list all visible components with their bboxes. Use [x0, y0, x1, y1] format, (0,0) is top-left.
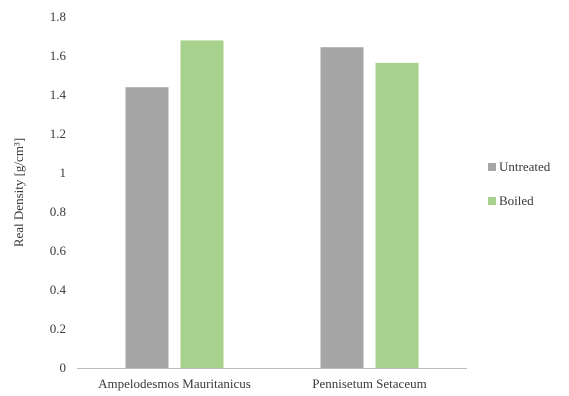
- x-category-label: Ampelodesmos Mauritanicus: [98, 376, 251, 391]
- y-tick-label: 0.4: [50, 282, 67, 297]
- legend-swatch-untreated: [488, 163, 496, 171]
- y-tick-label: 0.2: [50, 321, 66, 336]
- y-tick-label: 1: [60, 165, 67, 180]
- bar-untreated-1: [125, 87, 169, 368]
- y-tick-label: 1.8: [50, 9, 66, 24]
- y-axis: 0 0.2 0.4 0.6 0.8 1 1.2 1.4 1.6 1.8: [50, 9, 67, 375]
- legend-swatch-boiled: [488, 197, 496, 205]
- legend-label-untreated: Untreated: [499, 159, 551, 174]
- bars: [125, 40, 419, 369]
- y-tick-label: 0.6: [50, 243, 67, 258]
- x-category-label: Pennisetum Setaceum: [312, 376, 426, 391]
- bar-boiled-2: [375, 62, 419, 368]
- y-axis-title: Real Density [g/cm³]: [11, 138, 26, 247]
- legend-label-boiled: Boiled: [499, 193, 534, 208]
- bar-untreated-2: [320, 47, 364, 368]
- y-tick-label: 1.4: [50, 87, 67, 102]
- y-tick-label: 1.2: [50, 126, 66, 141]
- y-tick-label: 1.6: [50, 48, 67, 63]
- legend: Untreated Boiled: [488, 159, 551, 208]
- bar-boiled-1: [180, 40, 224, 369]
- y-tick-label: 0.8: [50, 204, 66, 219]
- y-tick-label: 0: [60, 360, 67, 375]
- x-axis: Ampelodesmos Mauritanicus Pennisetum Seta…: [98, 376, 427, 391]
